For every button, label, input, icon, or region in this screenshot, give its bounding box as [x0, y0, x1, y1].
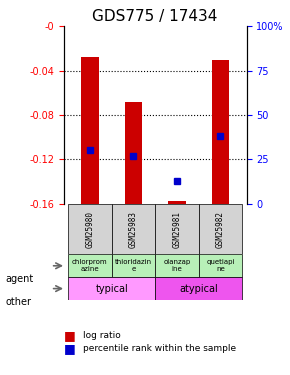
Text: GSM25983: GSM25983 — [129, 210, 138, 248]
Text: log ratio: log ratio — [83, 331, 120, 340]
Title: GDS775 / 17434: GDS775 / 17434 — [93, 9, 218, 24]
Text: quetiapi
ne: quetiapi ne — [206, 259, 235, 272]
Bar — [199, 254, 242, 277]
Text: atypical: atypical — [179, 284, 218, 294]
Text: percentile rank within the sample: percentile rank within the sample — [83, 344, 236, 353]
Bar — [155, 204, 199, 254]
Text: olanzap
ine: olanzap ine — [163, 259, 191, 272]
Bar — [112, 254, 155, 277]
Text: ■: ■ — [64, 329, 76, 342]
Bar — [68, 254, 112, 277]
Bar — [81, 57, 99, 204]
Text: chlorprom
azine: chlorprom azine — [72, 259, 108, 272]
Bar — [125, 102, 142, 204]
Text: typical: typical — [95, 284, 128, 294]
Text: GSM25981: GSM25981 — [172, 210, 182, 248]
Bar — [112, 204, 155, 254]
Bar — [212, 60, 229, 204]
Text: GSM25980: GSM25980 — [85, 210, 95, 248]
Bar — [155, 254, 199, 277]
Bar — [168, 201, 186, 204]
Bar — [155, 277, 242, 300]
Bar — [68, 277, 155, 300]
Text: agent: agent — [6, 274, 34, 284]
Text: other: other — [6, 297, 32, 307]
Text: ■: ■ — [64, 342, 76, 355]
Text: GSM25982: GSM25982 — [216, 210, 225, 248]
Text: thioridazin
e: thioridazin e — [115, 259, 152, 272]
Bar — [68, 204, 112, 254]
Bar — [199, 204, 242, 254]
